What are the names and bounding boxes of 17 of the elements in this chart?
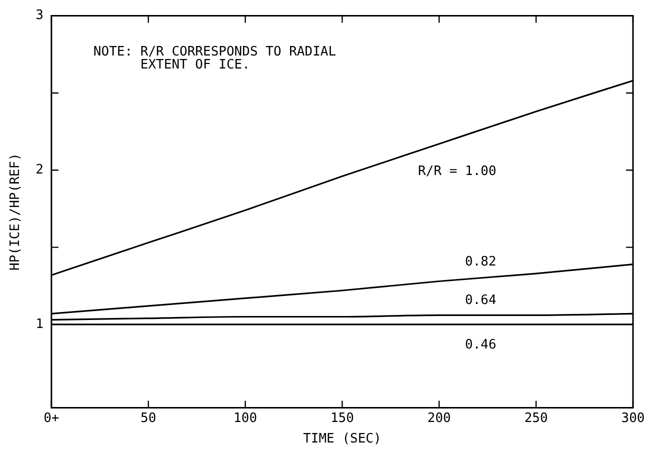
y-tick-label: 2 xyxy=(36,162,44,178)
x-tick-label: 0+ xyxy=(44,410,60,426)
series-label: 0.64 xyxy=(465,293,496,308)
x-tick-label: 250 xyxy=(524,410,548,426)
y-tick-label: 1 xyxy=(36,316,44,332)
x-axis-title: TIME (SEC) xyxy=(303,432,382,447)
series-label: 0.82 xyxy=(465,254,496,270)
annotation: NOTE: R/R CORRESPONDS TO RADIAL EXTENT OF ICE. xyxy=(93,44,336,73)
y-axis-title: HP(ICE)/HP(REF) xyxy=(8,153,24,271)
x-tick-label: 300 xyxy=(621,410,645,426)
series-label: 0.46 xyxy=(465,337,496,352)
series-label: R/R = 1.00 xyxy=(418,164,496,179)
x-tick-label: 150 xyxy=(330,410,354,426)
x-tick-label: 50 xyxy=(140,410,156,426)
x-tick-label: 200 xyxy=(427,410,451,426)
x-tick-label: 100 xyxy=(234,410,258,426)
y-tick-label: 3 xyxy=(36,8,44,24)
